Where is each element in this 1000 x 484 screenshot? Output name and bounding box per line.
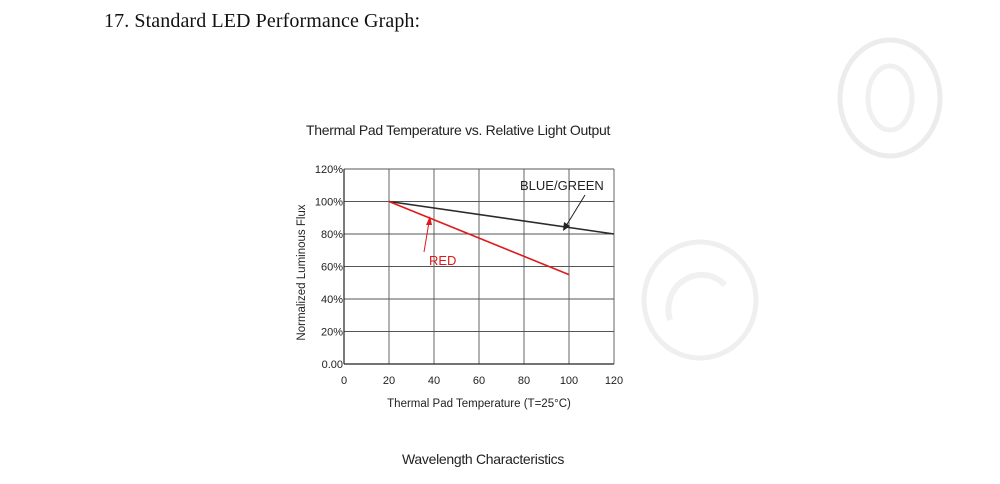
x-axis-title: Thermal Pad Temperature (T=25°C) bbox=[387, 398, 571, 410]
x-tick-label: 40 bbox=[428, 375, 440, 387]
x-tick-label: 100 bbox=[560, 375, 578, 387]
arrowhead-blue-green bbox=[563, 222, 570, 231]
series-line-blue-green bbox=[388, 200, 615, 235]
chart-title: Thermal Pad Temperature vs. Relative Lig… bbox=[306, 122, 611, 138]
y-tick-label: 20% bbox=[321, 327, 343, 339]
footer-title: Wavelength Characteristics bbox=[402, 451, 565, 467]
y-tick-label: 100% bbox=[315, 197, 343, 209]
x-tick-label: 60 bbox=[473, 375, 485, 387]
series-line-red bbox=[388, 200, 570, 276]
watermark-seal-top bbox=[837, 37, 943, 159]
y-tick-label: 0.00 bbox=[322, 359, 343, 371]
annotation-arrow-blue-green bbox=[565, 194, 586, 227]
y-tick-label: 120% bbox=[315, 164, 343, 176]
x-tick-label: 80 bbox=[518, 375, 530, 387]
y-tick-label: 40% bbox=[321, 294, 343, 306]
x-tick-label: 20 bbox=[383, 375, 395, 387]
y-tick-label: 80% bbox=[321, 229, 343, 241]
y-axis-title: Normalized Luminous Flux bbox=[296, 204, 308, 340]
arrowhead-red bbox=[426, 216, 432, 225]
x-tick-label: 120 bbox=[605, 375, 623, 387]
x-tick-label: 0 bbox=[341, 375, 347, 387]
watermark-seal-middle bbox=[641, 239, 759, 361]
series-label-red: RED bbox=[429, 253, 456, 268]
y-tick-label: 60% bbox=[321, 262, 343, 274]
annotation-arrow-red bbox=[423, 221, 430, 253]
series-label-blue-green: BLUE/GREEN bbox=[520, 178, 604, 193]
section-title: 17. Standard LED Performance Graph: bbox=[104, 10, 421, 32]
